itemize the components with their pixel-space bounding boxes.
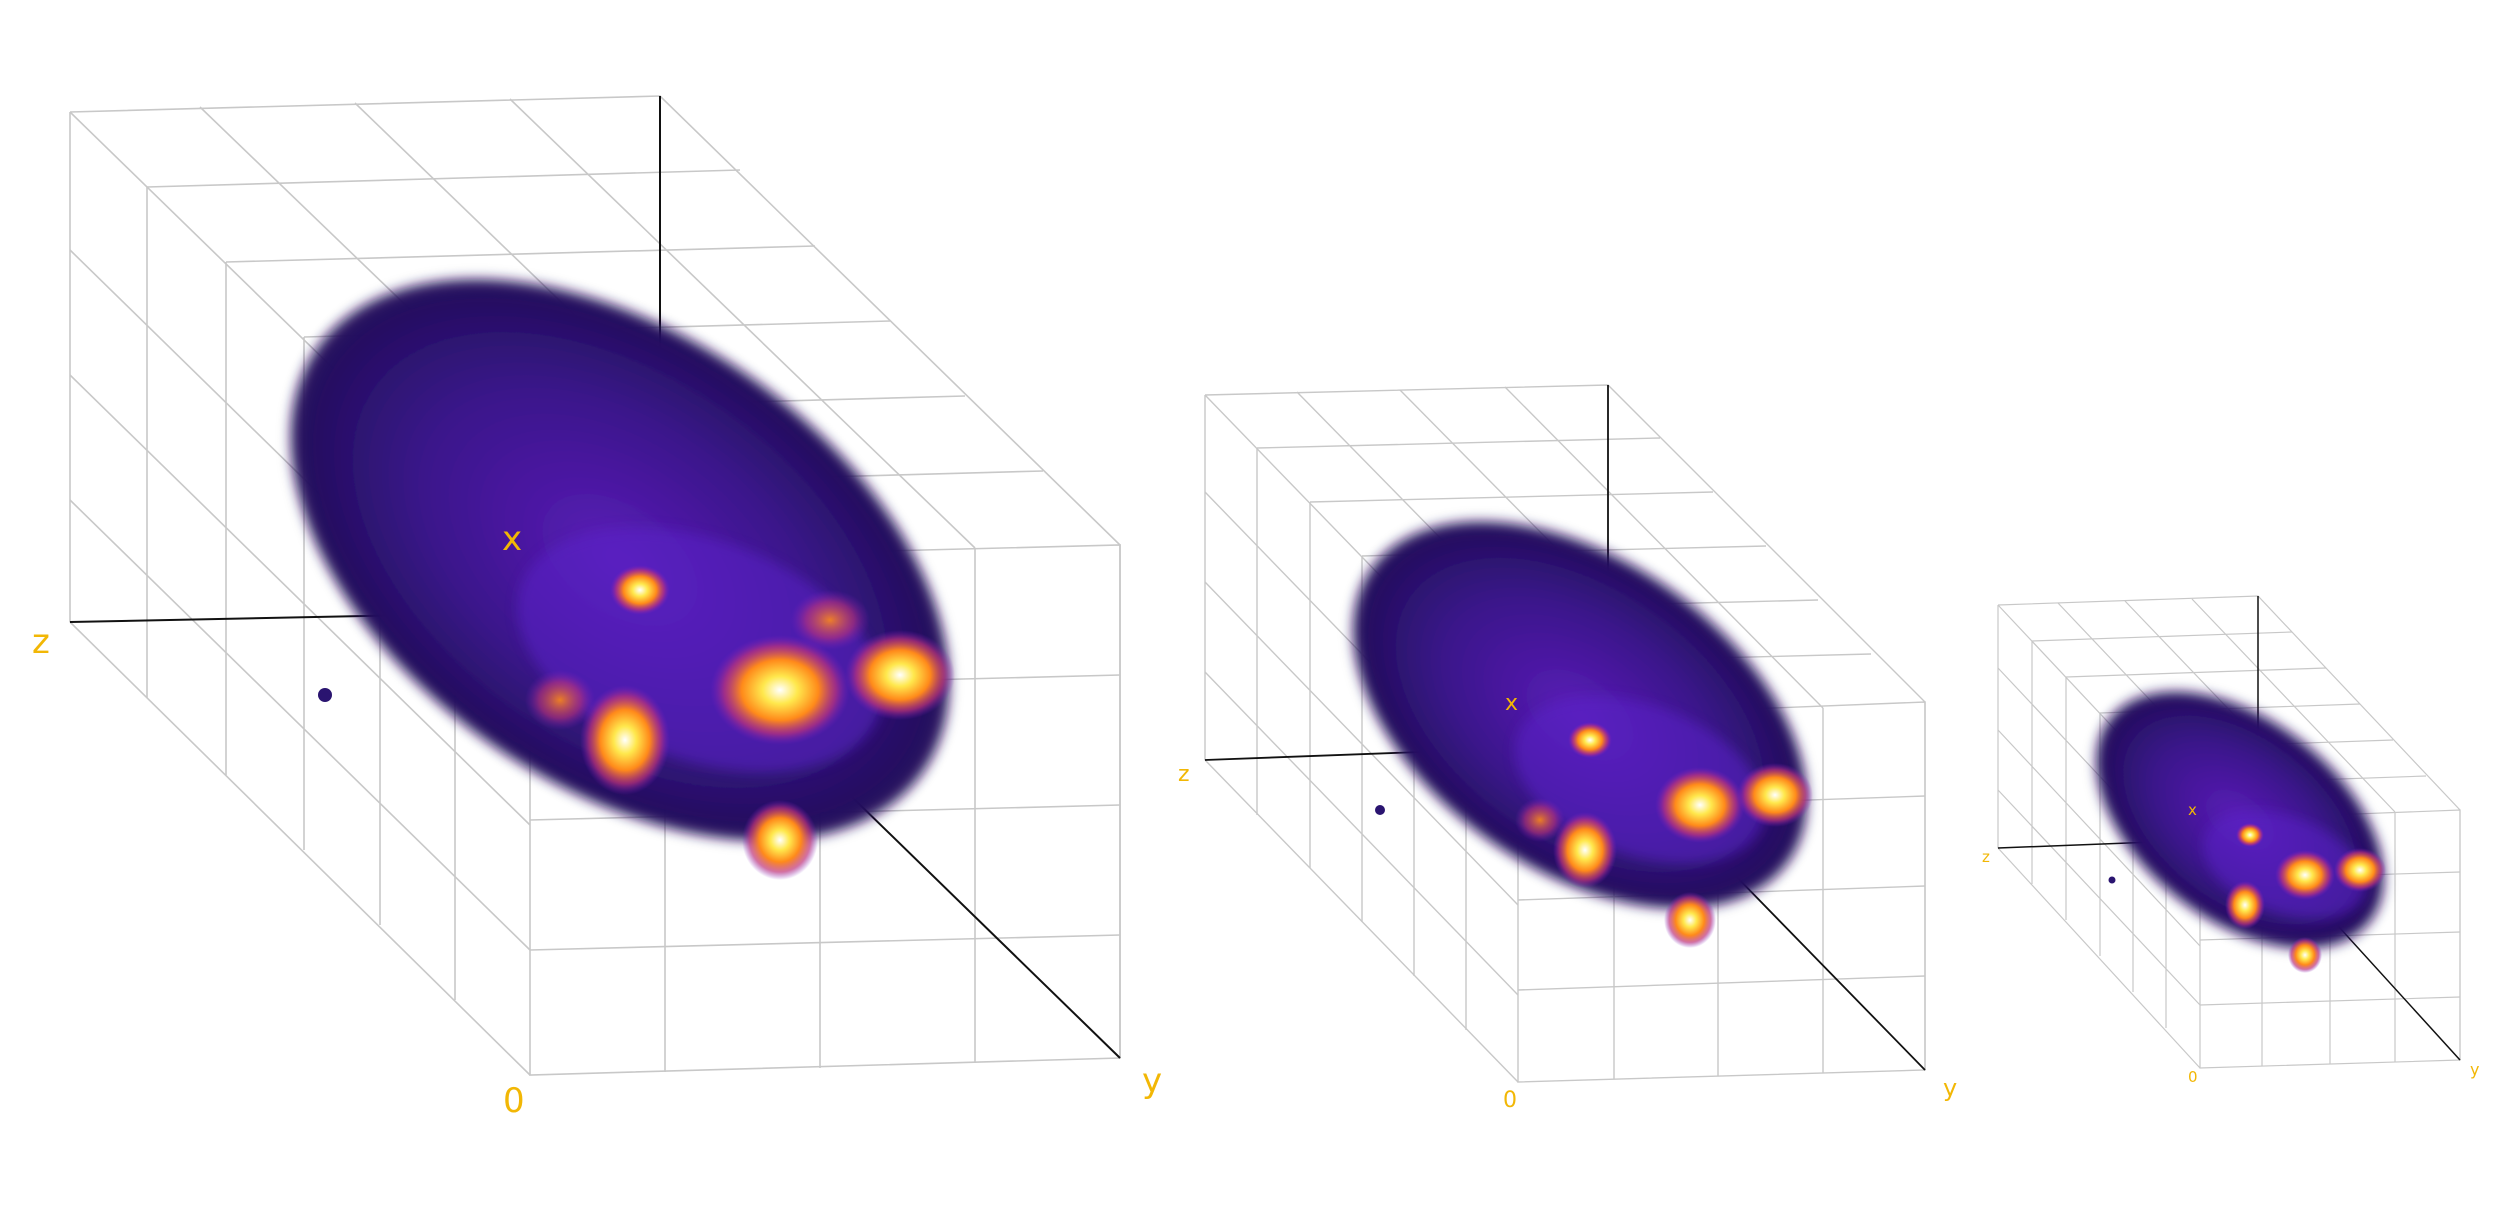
- view-medium: z x 0 y: [1178, 384, 1957, 1113]
- axis-label-y-large: y: [1142, 1061, 1162, 1101]
- axis-label-x-medium: x: [1505, 691, 1518, 716]
- volume-medium: [1352, 521, 1813, 948]
- axis-label-z-large: z: [32, 622, 50, 662]
- axis-label-y-medium: y: [1943, 1074, 1957, 1102]
- axis-label-x-small: x: [2188, 801, 2197, 819]
- axis-label-z-small: z: [1982, 848, 1990, 866]
- view-small: z x 0 y: [1982, 595, 2479, 1086]
- axis-label-y-small: y: [2470, 1060, 2479, 1079]
- volume-small: [2096, 691, 2386, 973]
- view-large: z x 0 y: [32, 95, 1162, 1121]
- axis-label-origin-large: 0: [503, 1081, 525, 1121]
- volume-large: [290, 278, 955, 880]
- axis-label-origin-small: 0: [2188, 1068, 2198, 1086]
- axis-label-origin-medium: 0: [1503, 1088, 1517, 1113]
- axis-label-x-large: x: [502, 519, 522, 559]
- axis-label-z-medium: z: [1178, 762, 1190, 787]
